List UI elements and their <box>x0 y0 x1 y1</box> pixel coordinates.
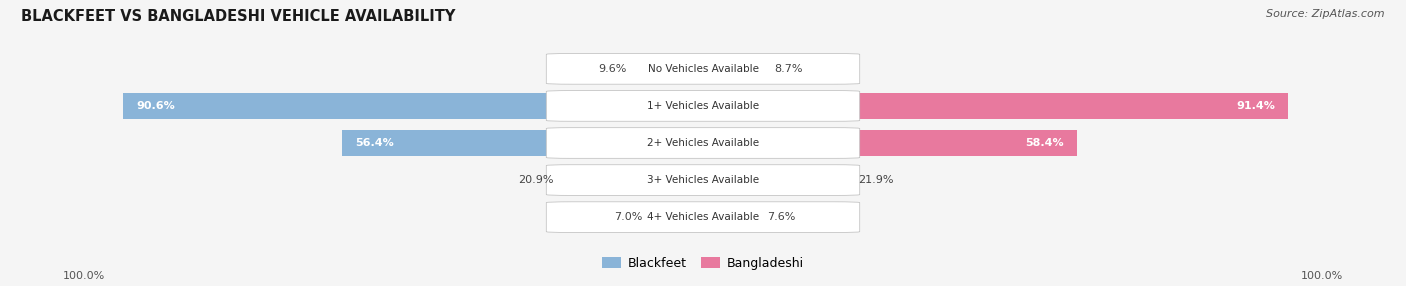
Text: 7.0%: 7.0% <box>614 212 643 222</box>
Text: 1+ Vehicles Available: 1+ Vehicles Available <box>647 101 759 111</box>
Text: 4+ Vehicles Available: 4+ Vehicles Available <box>647 212 759 222</box>
FancyBboxPatch shape <box>547 53 859 84</box>
Text: 2+ Vehicles Available: 2+ Vehicles Available <box>647 138 759 148</box>
Text: BLACKFEET VS BANGLADESHI VEHICLE AVAILABILITY: BLACKFEET VS BANGLADESHI VEHICLE AVAILAB… <box>21 9 456 23</box>
FancyBboxPatch shape <box>547 202 859 233</box>
Bar <box>703 93 1288 119</box>
FancyBboxPatch shape <box>547 91 859 121</box>
Text: 58.4%: 58.4% <box>1025 138 1064 148</box>
Text: 90.6%: 90.6% <box>136 101 174 111</box>
Text: Source: ZipAtlas.com: Source: ZipAtlas.com <box>1267 9 1385 19</box>
Text: 8.7%: 8.7% <box>775 64 803 74</box>
Text: 21.9%: 21.9% <box>859 175 894 185</box>
Bar <box>342 130 703 156</box>
Bar <box>703 130 1077 156</box>
Text: 100.0%: 100.0% <box>1301 271 1343 281</box>
Text: 9.6%: 9.6% <box>598 64 626 74</box>
Bar <box>124 93 703 119</box>
Text: 91.4%: 91.4% <box>1236 101 1275 111</box>
Bar <box>703 204 752 230</box>
FancyBboxPatch shape <box>547 128 859 158</box>
Text: 20.9%: 20.9% <box>519 175 554 185</box>
FancyBboxPatch shape <box>547 165 859 195</box>
Text: 3+ Vehicles Available: 3+ Vehicles Available <box>647 175 759 185</box>
Bar <box>569 167 703 193</box>
Text: 100.0%: 100.0% <box>63 271 105 281</box>
Bar <box>703 56 759 82</box>
Bar <box>658 204 703 230</box>
Bar <box>703 167 844 193</box>
Legend: Blackfeet, Bangladeshi: Blackfeet, Bangladeshi <box>602 257 804 270</box>
Text: 7.6%: 7.6% <box>768 212 796 222</box>
Text: 56.4%: 56.4% <box>354 138 394 148</box>
Bar <box>641 56 703 82</box>
Text: No Vehicles Available: No Vehicles Available <box>648 64 758 74</box>
